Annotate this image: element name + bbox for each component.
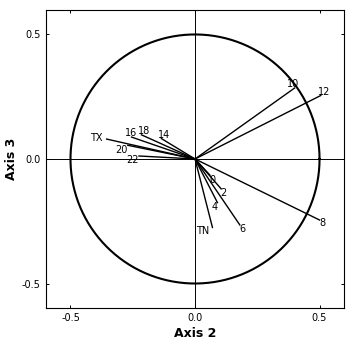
Text: 16: 16 [125, 128, 137, 138]
Text: 2: 2 [220, 188, 227, 198]
Text: 22: 22 [126, 155, 139, 166]
Text: 12: 12 [317, 88, 330, 98]
Text: 8: 8 [320, 218, 326, 228]
Text: 4: 4 [211, 202, 217, 212]
Text: 0: 0 [209, 175, 216, 185]
Text: 20: 20 [116, 145, 128, 155]
X-axis label: Axis 2: Axis 2 [174, 328, 216, 341]
Y-axis label: Axis 3: Axis 3 [5, 138, 18, 180]
Text: 6: 6 [239, 224, 245, 234]
Text: 18: 18 [138, 126, 150, 136]
Text: TN: TN [196, 226, 210, 236]
Text: TX: TX [90, 133, 103, 143]
Text: 10: 10 [287, 78, 300, 89]
Text: 14: 14 [158, 130, 170, 140]
